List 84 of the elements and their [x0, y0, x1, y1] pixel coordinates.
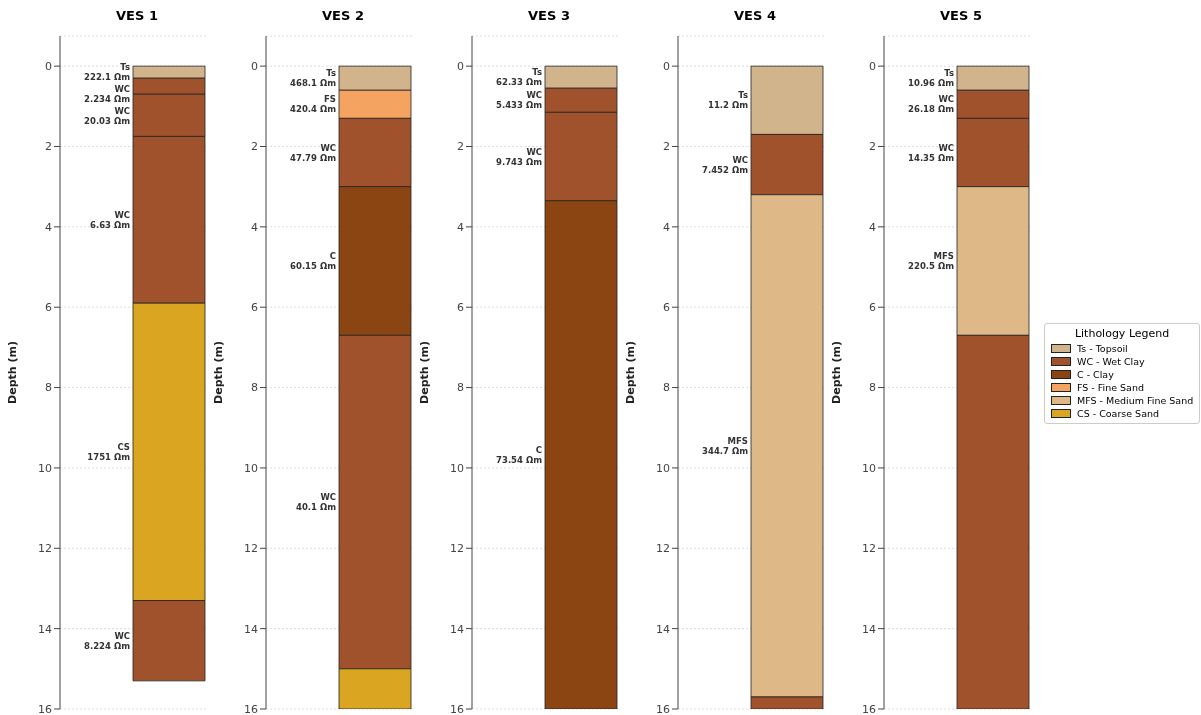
legend-label: WC - Wet Clay: [1077, 356, 1145, 367]
annotation: Ts 11.2 Ωm: [707, 90, 749, 111]
legend-label: Ts - Topsoil: [1077, 343, 1128, 354]
y-tick-label: 14: [244, 622, 258, 636]
annotation: WC 8.224 Ωm: [84, 630, 131, 651]
y-tick-label: 2: [663, 140, 670, 154]
legend-title: Lithology Legend: [1073, 327, 1171, 340]
y-tick-label: 10: [656, 461, 670, 475]
annotation: C 60.15 Ωm: [290, 251, 337, 271]
legend-label: MFS - Medium Fine Sand: [1077, 395, 1194, 406]
y-tick-label: 12: [450, 542, 464, 556]
y-tick-label: 16: [450, 702, 464, 715]
y-tick-label: 10: [244, 461, 258, 475]
y-tick-label: 12: [38, 542, 52, 556]
annotation: C 73.54 Ωm: [496, 444, 543, 465]
y-tick-label: 6: [251, 301, 258, 315]
y-tick-label: 6: [869, 301, 876, 315]
y-tick-label: 2: [251, 140, 258, 154]
y-axis-title: Depth (m): [829, 341, 843, 404]
y-tick-label: 12: [244, 542, 258, 556]
chart-title: VES 3: [527, 8, 571, 25]
chart-title: VES 4: [733, 8, 777, 25]
annotation: MFS 344.7 Ωm: [702, 435, 749, 456]
y-tick-label: 16: [656, 702, 670, 715]
annotation: Ts 222.1 Ωm: [84, 62, 131, 83]
chart-title: VES 2: [321, 8, 365, 25]
y-tick-label: 0: [457, 60, 464, 74]
y-axis-title: Depth (m): [417, 341, 431, 404]
y-tick-label: 16: [244, 702, 258, 715]
y-tick-label: 14: [450, 622, 464, 636]
y-tick-label: 6: [457, 301, 464, 315]
y-tick-label: 0: [251, 60, 258, 74]
y-tick-label: 10: [450, 461, 464, 475]
annotation: Ts 62.33 Ωm: [496, 67, 543, 88]
y-tick-label: 16: [38, 702, 52, 715]
annotation: WC 6.63 Ωm: [89, 209, 131, 230]
annotation: Ts 10.96 Ωm: [908, 68, 955, 89]
y-tick-label: 8: [45, 381, 52, 395]
y-tick-label: 8: [869, 381, 876, 395]
annotation: MFS 220.5 Ωm: [908, 251, 955, 271]
y-tick-label: 4: [457, 220, 464, 234]
annotation: WC 9.743 Ωm: [496, 146, 543, 167]
y-tick-label: 6: [45, 301, 52, 315]
y-tick-label: 4: [45, 220, 52, 234]
y-tick-label: 2: [457, 140, 464, 154]
y-tick-label: 2: [869, 140, 876, 154]
annotation: WC 5.433 Ωm: [496, 90, 543, 111]
y-tick-label: 2: [45, 140, 52, 154]
y-tick-label: 0: [45, 60, 52, 74]
annotation: WC 40.1 Ωm: [295, 492, 337, 513]
y-tick-label: 4: [251, 220, 258, 234]
y-tick-label: 8: [251, 381, 258, 395]
y-tick-label: 16: [862, 702, 876, 715]
y-tick-label: 4: [869, 220, 876, 234]
y-tick-label: 10: [862, 461, 876, 475]
y-axis-title: Depth (m): [5, 341, 19, 404]
y-tick-label: 8: [663, 381, 670, 395]
y-tick-label: 6: [663, 301, 670, 315]
annotation: WC 14.35 Ωm: [908, 142, 955, 163]
annotation: WC 20.03 Ωm: [84, 106, 131, 127]
annotation: WC 47.79 Ωm: [290, 142, 337, 163]
legend-label: C - Clay: [1077, 369, 1114, 380]
legend-label: FS - Fine Sand: [1077, 382, 1144, 393]
y-tick-label: 14: [656, 622, 670, 636]
y-tick-label: 0: [663, 60, 670, 74]
y-tick-label: 10: [38, 461, 52, 475]
y-axis-title: Depth (m): [623, 341, 637, 404]
chart-title: VES 5: [939, 8, 983, 25]
y-tick-label: 14: [38, 622, 52, 636]
annotation: WC 2.234 Ωm: [84, 84, 131, 105]
y-tick-label: 8: [457, 381, 464, 395]
y-tick-label: 0: [869, 60, 876, 74]
legend-label: CS - Coarse Sand: [1077, 408, 1160, 419]
annotation: CS 1751 Ωm: [87, 441, 131, 462]
annotation: Ts 468.1 Ωm: [290, 68, 337, 89]
chart-title: VES 1: [115, 8, 159, 25]
y-tick-label: 12: [862, 542, 876, 556]
y-tick-label: 4: [663, 220, 670, 234]
annotation: WC 7.452 Ωm: [702, 154, 749, 175]
y-tick-label: 14: [862, 622, 876, 636]
annotation: WC 26.18 Ωm: [908, 94, 955, 115]
annotation: FS 420.4 Ωm: [290, 94, 337, 115]
y-axis-title: Depth (m): [211, 341, 225, 404]
y-tick-label: 12: [656, 542, 670, 556]
